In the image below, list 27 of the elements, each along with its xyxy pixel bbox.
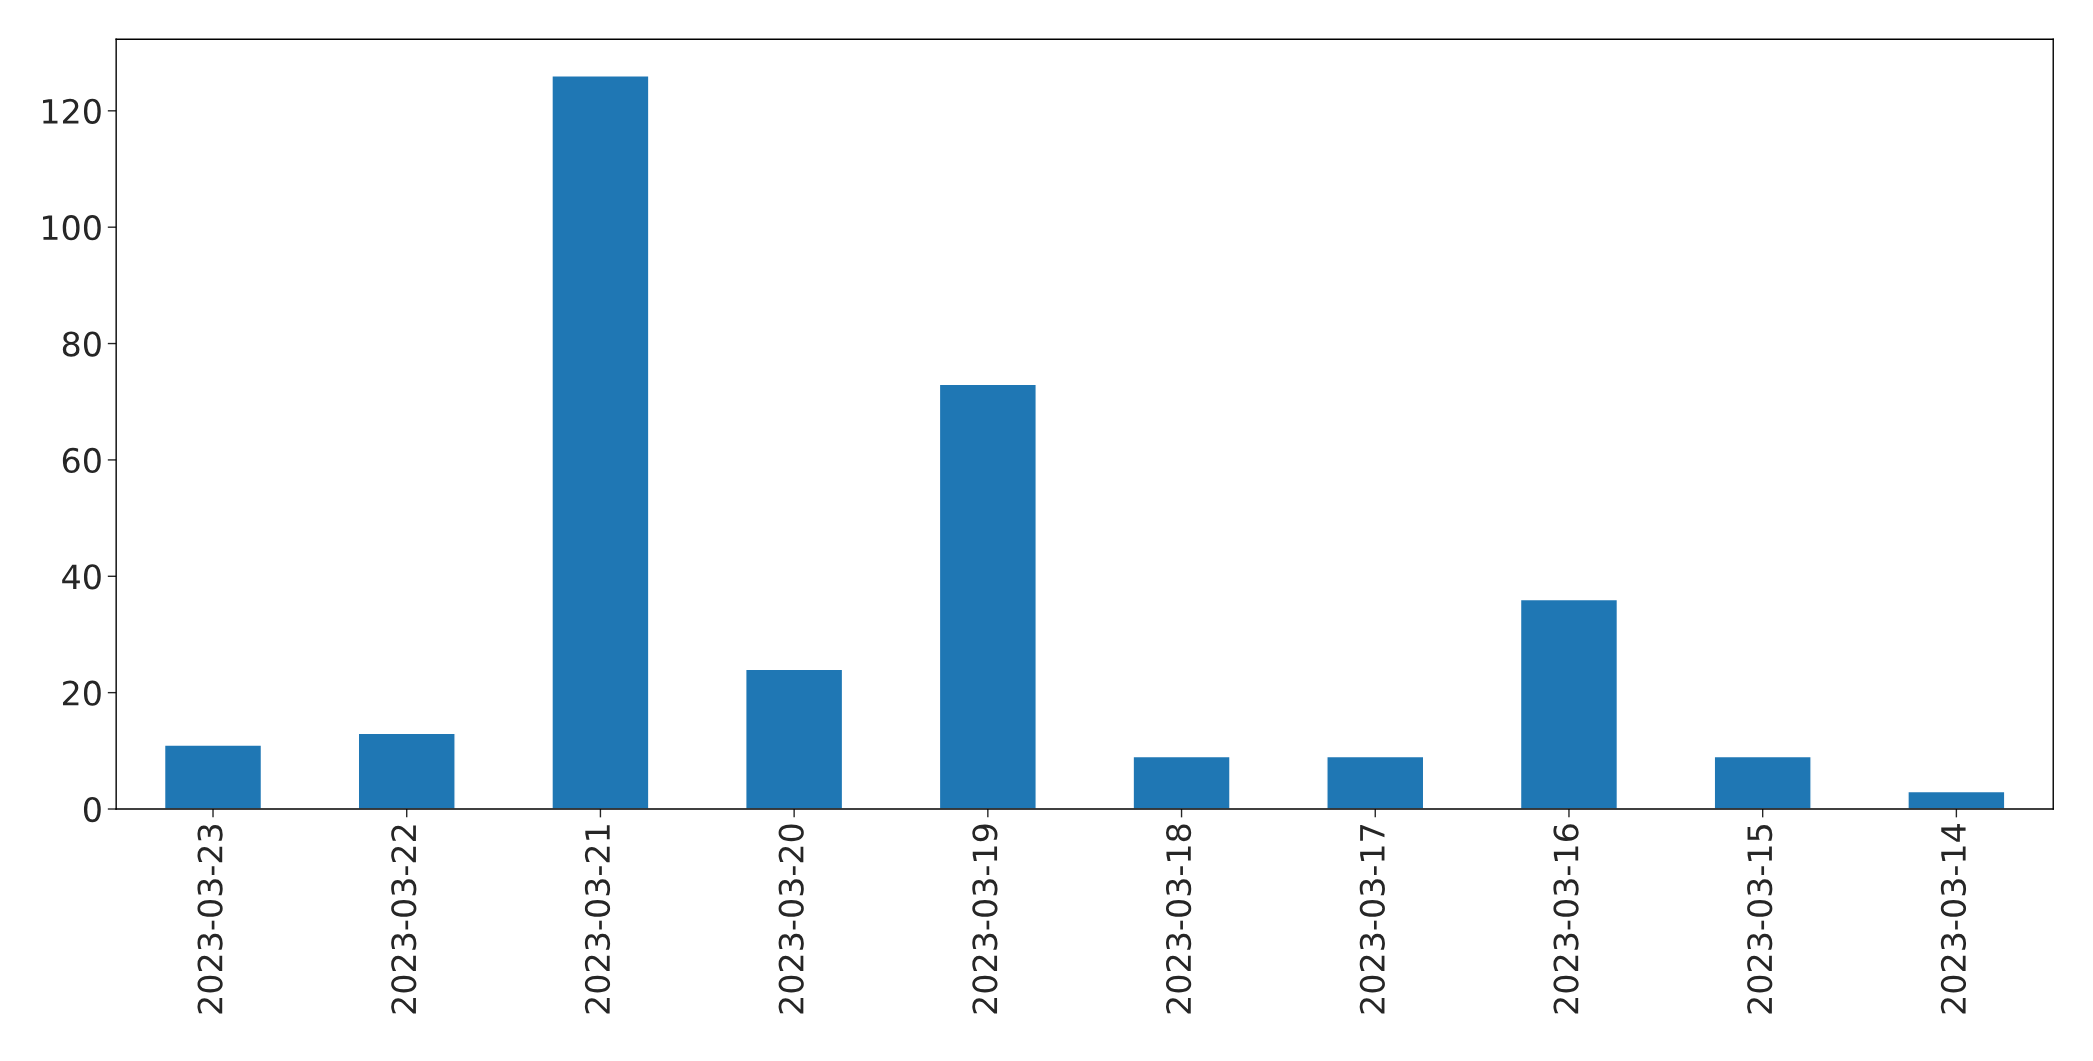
bar	[1907, 790, 2006, 810]
y-tick-label: 0	[83, 796, 101, 823]
x-tick-label: 2023-03-18	[1166, 824, 1192, 1014]
y-tick-label: 60	[62, 447, 101, 474]
x-tick-label: 2023-03-23	[197, 824, 223, 1014]
bar	[938, 383, 1037, 810]
bar	[1326, 755, 1425, 810]
y-tick-label: 100	[43, 215, 101, 241]
bar	[357, 732, 456, 810]
y-tick-label: 120	[43, 98, 101, 124]
bar	[163, 744, 263, 810]
bar	[551, 75, 650, 810]
x-tick-label: 2023-03-16	[1553, 824, 1579, 1014]
y-tick-label: 80	[62, 331, 101, 357]
x-tick-label: 2023-03-14	[1940, 824, 1967, 1014]
x-tick-label: 2023-03-17	[1359, 825, 1385, 1014]
x-tick-label: 2023-03-19	[972, 824, 998, 1014]
bar	[1132, 755, 1231, 810]
y-tick-label: 20	[62, 680, 101, 706]
x-tick-label: 2023-03-15	[1747, 825, 1773, 1014]
x-tick-label: 2023-03-20	[778, 824, 804, 1014]
y-tick-label: 40	[62, 564, 101, 590]
bar	[1519, 598, 1619, 810]
bar	[745, 668, 844, 810]
bar	[1713, 755, 1812, 810]
x-tick-label: 2023-03-22	[391, 825, 417, 1014]
x-tick-label: 2023-03-21	[584, 825, 611, 1014]
